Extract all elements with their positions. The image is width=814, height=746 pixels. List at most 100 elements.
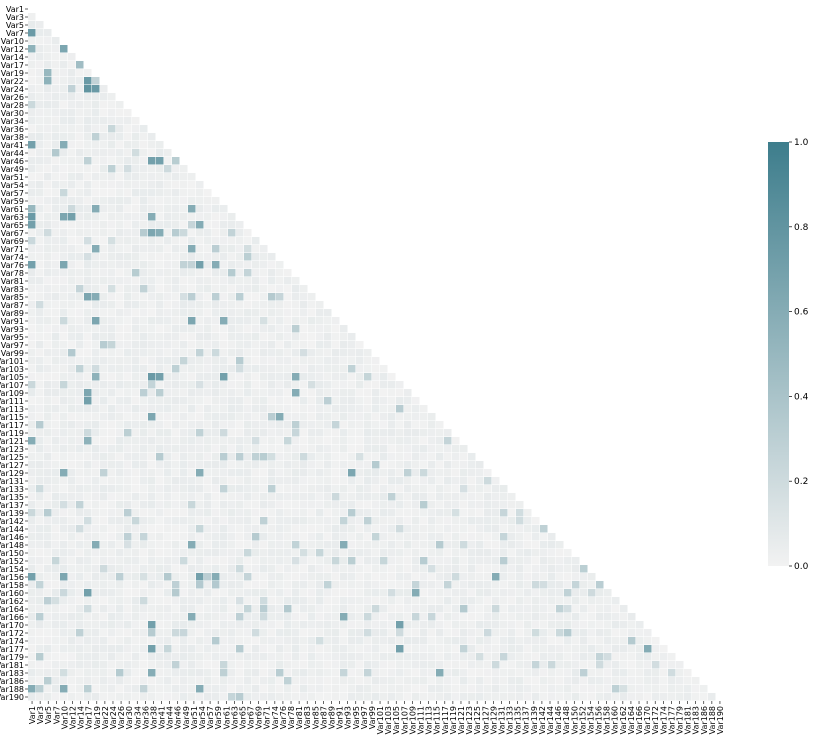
heatmap-cell	[324, 381, 332, 389]
heatmap-cell	[140, 669, 148, 677]
heatmap-cell	[28, 165, 36, 173]
heatmap-cell	[212, 317, 220, 325]
heatmap-cell	[260, 309, 268, 317]
heatmap-cell	[220, 525, 228, 533]
heatmap-cell	[220, 285, 228, 293]
heatmap-cell	[324, 453, 332, 461]
heatmap-cell	[468, 661, 476, 669]
heatmap-cell	[92, 613, 100, 621]
heatmap-cell	[60, 437, 68, 445]
heatmap-cell	[268, 405, 276, 413]
heatmap-cell	[92, 301, 100, 309]
heatmap-cell	[580, 677, 588, 685]
heatmap-cell	[180, 333, 188, 341]
heatmap-cell	[324, 373, 332, 381]
heatmap-cell	[76, 93, 84, 101]
heatmap-cell	[36, 133, 44, 141]
heatmap-cell	[308, 389, 316, 397]
heatmap-cell	[500, 509, 508, 517]
heatmap-cell	[420, 669, 428, 677]
heatmap-cell	[228, 501, 236, 509]
heatmap-cell	[84, 245, 92, 253]
x-tick-label: Var44	[166, 706, 175, 729]
heatmap-cell	[356, 469, 364, 477]
heatmap-cell	[388, 397, 396, 405]
heatmap-cell	[348, 613, 356, 621]
heatmap-cell	[100, 245, 108, 253]
heatmap-cell	[36, 549, 44, 557]
y-tick-label: Var109	[0, 389, 24, 398]
heatmap-cell	[588, 629, 596, 637]
heatmap-cell	[268, 285, 276, 293]
heatmap-cell	[364, 453, 372, 461]
heatmap-cell	[476, 549, 484, 557]
heatmap-cell	[348, 597, 356, 605]
heatmap-cell	[452, 653, 460, 661]
heatmap-cell	[124, 397, 132, 405]
heatmap-cell	[356, 669, 364, 677]
heatmap-cell	[316, 605, 324, 613]
heatmap-cell	[316, 461, 324, 469]
heatmap-cell	[572, 621, 580, 629]
heatmap-cell	[372, 437, 380, 445]
heatmap-cell	[324, 645, 332, 653]
heatmap-cell	[580, 629, 588, 637]
heatmap-cell	[436, 637, 444, 645]
heatmap-cell	[516, 613, 524, 621]
heatmap-cell	[372, 573, 380, 581]
heatmap-cell	[300, 541, 308, 549]
heatmap-cell	[444, 581, 452, 589]
heatmap-cell	[76, 421, 84, 429]
heatmap-cell	[92, 141, 100, 149]
heatmap-cell	[28, 157, 36, 165]
heatmap-cell	[492, 493, 500, 501]
heatmap-cell	[236, 477, 244, 485]
heatmap-cell	[340, 541, 348, 549]
heatmap-cell	[412, 621, 420, 629]
heatmap-cell	[124, 525, 132, 533]
y-tick-label: Var150	[0, 549, 24, 558]
heatmap-cell	[228, 477, 236, 485]
heatmap-cell	[428, 685, 436, 693]
heatmap-cell	[356, 645, 364, 653]
heatmap-cell	[620, 629, 628, 637]
heatmap-cell	[468, 653, 476, 661]
heatmap-cell	[260, 661, 268, 669]
heatmap-cell	[308, 541, 316, 549]
heatmap-cell	[68, 485, 76, 493]
heatmap-cell	[196, 477, 204, 485]
heatmap-cell	[100, 389, 108, 397]
heatmap-cell	[44, 525, 52, 533]
heatmap-cell	[124, 141, 132, 149]
heatmap-cell	[28, 557, 36, 565]
heatmap-cell	[588, 637, 596, 645]
heatmap-cell	[508, 589, 516, 597]
y-tick-label: Var177	[0, 645, 24, 654]
heatmap-cell	[220, 565, 228, 573]
heatmap-cell	[340, 389, 348, 397]
heatmap-cell	[164, 365, 172, 373]
heatmap-cell	[292, 557, 300, 565]
heatmap-cell	[228, 333, 236, 341]
heatmap-cell	[124, 645, 132, 653]
heatmap-cell	[188, 557, 196, 565]
heatmap-cell	[36, 461, 44, 469]
heatmap-cell	[140, 381, 148, 389]
heatmap-cell	[60, 653, 68, 661]
heatmap-cell	[92, 165, 100, 173]
heatmap-cell	[268, 541, 276, 549]
heatmap-cell	[548, 621, 556, 629]
heatmap-cell	[196, 189, 204, 197]
heatmap-cell	[28, 533, 36, 541]
heatmap-cell	[44, 397, 52, 405]
heatmap-cell	[252, 381, 260, 389]
x-tick-label: Var89	[327, 706, 336, 729]
heatmap-cell	[180, 461, 188, 469]
heatmap-cell	[388, 693, 396, 701]
heatmap-cell	[444, 533, 452, 541]
heatmap-cell	[180, 613, 188, 621]
heatmap-cell	[108, 213, 116, 221]
heatmap-cell	[132, 685, 140, 693]
heatmap-cell	[228, 285, 236, 293]
heatmap-cell	[628, 629, 636, 637]
